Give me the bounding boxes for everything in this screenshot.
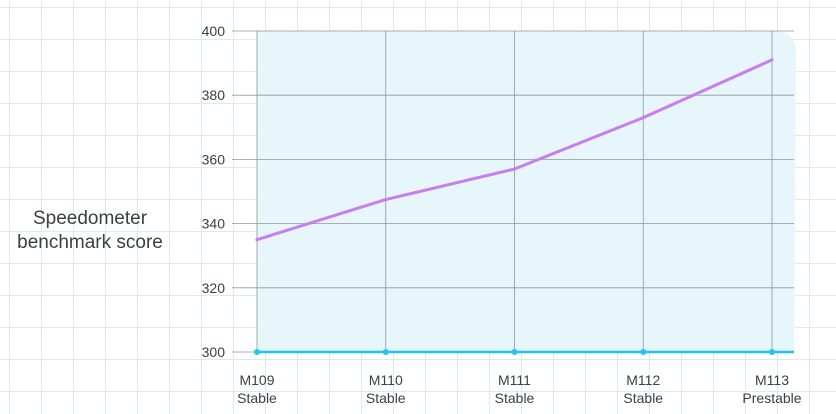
x-tick-label: M113 xyxy=(755,372,789,388)
score-point xyxy=(770,58,774,62)
y-tick-label: 360 xyxy=(202,151,226,167)
y-tick-label: 320 xyxy=(202,280,226,296)
x-tick-label: M111 xyxy=(498,372,531,388)
x-tick-sublabel: Stable xyxy=(237,390,277,406)
x-tick-label: M109 xyxy=(239,372,274,388)
y-tick-label: 340 xyxy=(202,216,226,232)
x-tick-label: M112 xyxy=(626,372,660,388)
baseline-point xyxy=(511,349,518,355)
x-tick-sublabel: Stable xyxy=(623,390,663,406)
baseline-point xyxy=(382,349,389,355)
x-tick-label: M110 xyxy=(369,372,403,388)
y-axis-label-line-2: benchmark score xyxy=(17,232,163,253)
y-tick-label: 380 xyxy=(202,87,226,103)
score-point xyxy=(384,197,388,202)
score-point xyxy=(512,167,517,171)
x-tick-sublabel: Stable xyxy=(495,390,535,406)
x-tick-sublabel: Prestable xyxy=(742,390,801,406)
baseline-point xyxy=(769,349,775,355)
y-tick-label: 300 xyxy=(202,344,226,360)
baseline-point xyxy=(640,349,647,355)
plot-area xyxy=(257,31,796,352)
x-tick-sublabel: Stable xyxy=(366,390,406,406)
y-axis-label-line-1: Speedometer xyxy=(32,208,148,229)
score-point xyxy=(255,238,259,242)
y-tick-label: 400 xyxy=(202,23,226,39)
baseline-point xyxy=(254,349,260,355)
score-point xyxy=(641,116,645,120)
